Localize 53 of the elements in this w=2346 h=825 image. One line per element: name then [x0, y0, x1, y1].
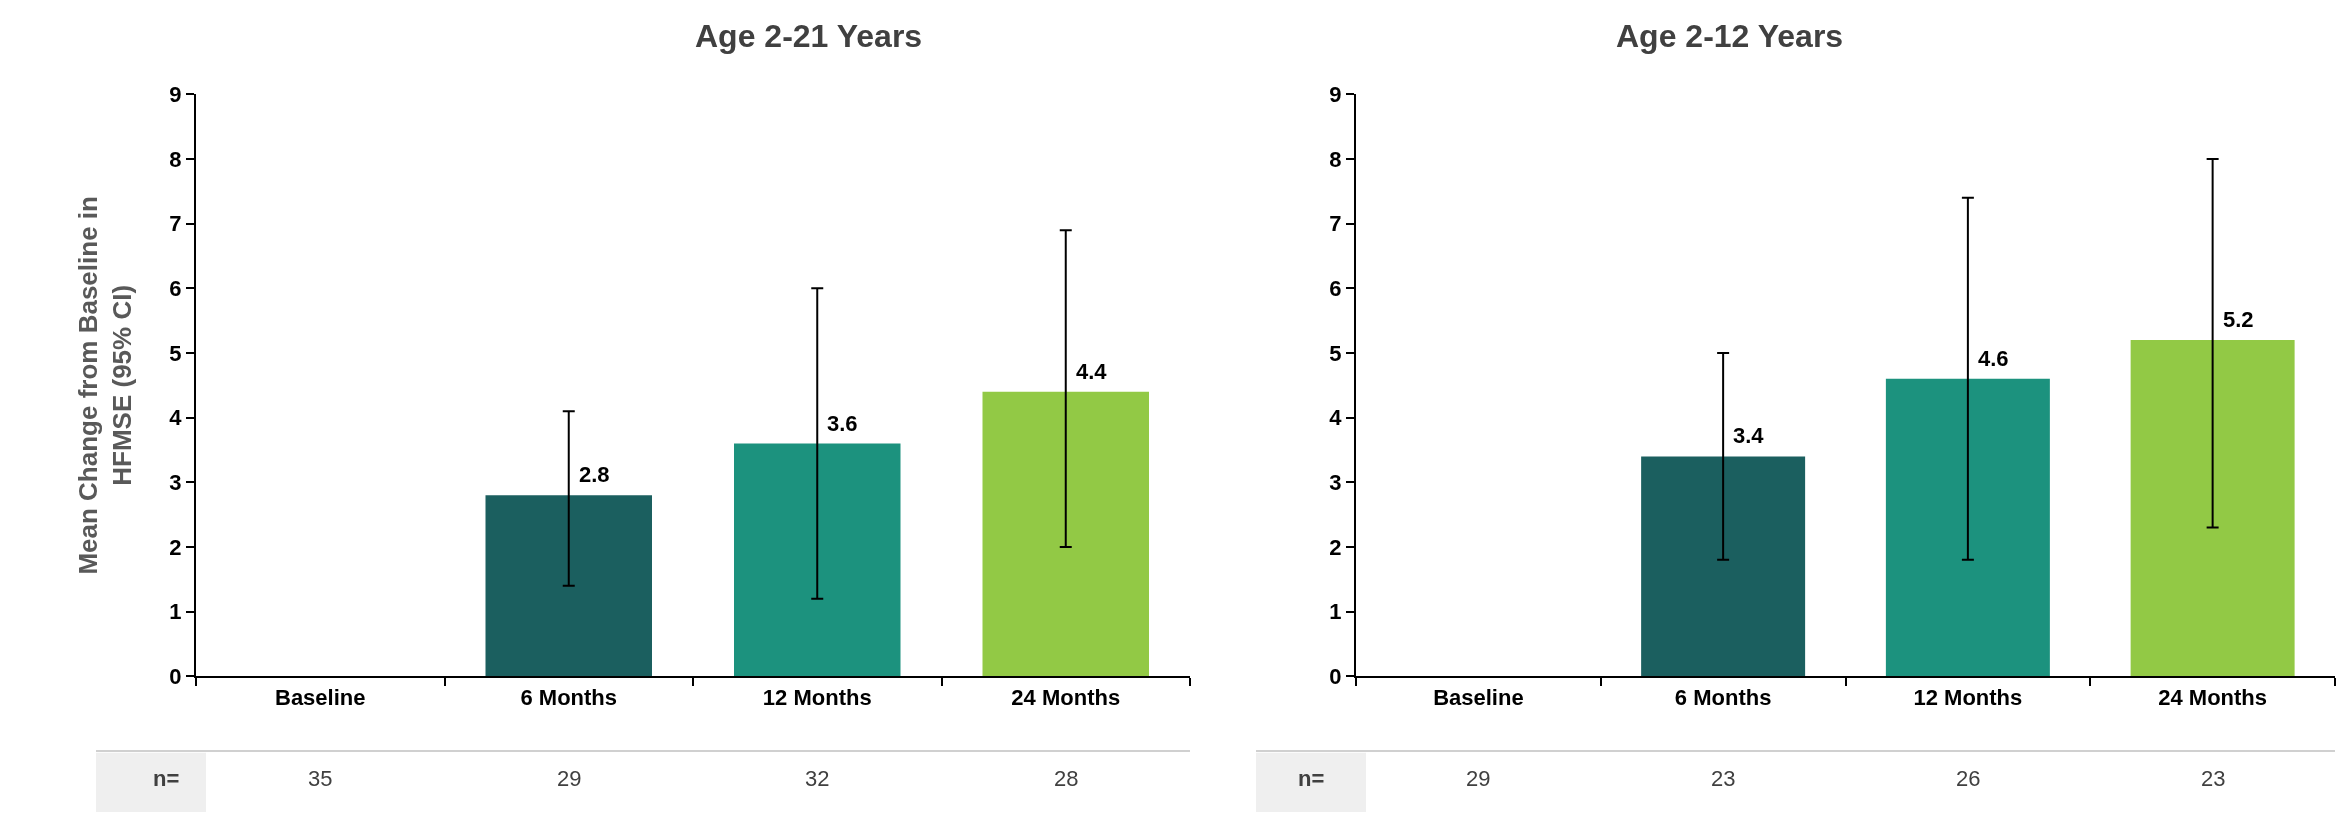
text: 32 — [805, 766, 830, 791]
text: 23 — [1711, 766, 1736, 791]
data-label: 5.2 — [2223, 307, 2254, 332]
text: 35 — [308, 766, 333, 791]
text: 23 — [2201, 766, 2226, 791]
y-tick-label: 7 — [1329, 211, 1342, 237]
x-tick-label: 6 Months — [1674, 684, 1772, 710]
y-tick-label: 5 — [1329, 340, 1342, 366]
y-tick-label: 3 — [1329, 470, 1342, 495]
x-tick-label: 6 Months — [520, 684, 618, 710]
chart-title: Age 2-12 Years — [1616, 18, 1844, 54]
y-tick-label: 5 — [169, 340, 182, 366]
text: 29 — [557, 766, 582, 791]
y-tick-label: 3 — [169, 470, 182, 495]
data-label: 3.4 — [1733, 423, 1765, 448]
data-label: 4.6 — [1978, 346, 2009, 371]
text: n= — [1298, 766, 1325, 791]
x-tick-label: 24 Months — [1011, 684, 1121, 710]
y-tick-label: 2 — [169, 534, 182, 560]
x-tick-label: Baseline — [1433, 684, 1524, 710]
y-tick-label: 7 — [169, 211, 182, 237]
data-label: 3.6 — [827, 411, 858, 436]
y-tick-label: 0 — [169, 663, 182, 689]
y-tick-label: 8 — [169, 146, 182, 172]
bar — [982, 391, 1149, 677]
bar — [734, 443, 901, 677]
y-tick-label: 9 — [1329, 82, 1342, 108]
y-tick-label: 1 — [1329, 599, 1342, 625]
text: 28 — [1054, 766, 1079, 791]
y-tick-label: 1 — [169, 599, 182, 625]
text: 26 — [1956, 766, 1981, 791]
y-tick-label: 6 — [169, 276, 182, 302]
x-tick-label: 12 Months — [762, 684, 872, 710]
x-tick-label: 12 Months — [1913, 684, 2023, 710]
y-tick-label: 2 — [1329, 534, 1342, 560]
data-label: 2.8 — [579, 462, 610, 487]
y-tick-label: 6 — [1329, 276, 1342, 302]
bar — [1641, 456, 1806, 677]
y-tick-label: 4 — [1329, 405, 1343, 431]
text: n= — [153, 766, 180, 791]
bar — [1885, 378, 2050, 677]
y-axis-title: Mean Change from Baseline in HFMSE (95% CI) — [73, 196, 138, 575]
y-tick-label: 0 — [1329, 663, 1342, 689]
text: 29 — [1466, 766, 1491, 791]
data-label: 4.4 — [1076, 359, 1108, 384]
y-tick-label: 9 — [169, 82, 182, 108]
chart-title: Age 2-21 Years — [695, 18, 923, 54]
y-tick-label: 8 — [1329, 146, 1342, 172]
bar — [2130, 340, 2295, 677]
x-tick-label: Baseline — [275, 684, 366, 710]
x-tick-label: 24 Months — [2158, 684, 2268, 710]
y-tick-label: 4 — [169, 405, 183, 431]
bar — [485, 495, 652, 677]
